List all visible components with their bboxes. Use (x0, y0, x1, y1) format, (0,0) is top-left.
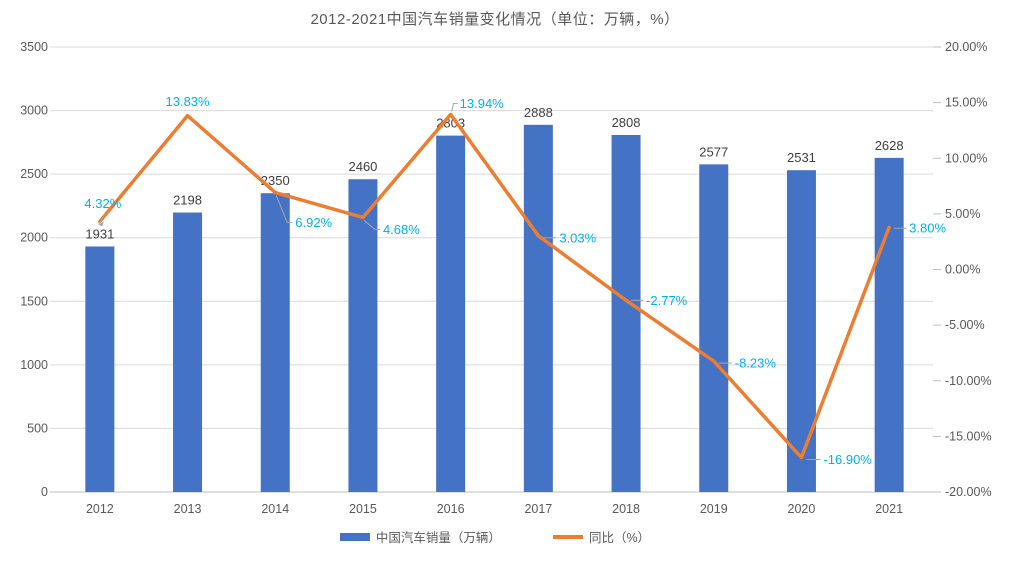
bar-value-label: 2808 (612, 115, 641, 130)
right-axis-tick-label: 0.00% (945, 263, 980, 277)
bar-value-label: 2577 (699, 144, 728, 159)
right-axis-tick-label: -20.00% (945, 485, 992, 499)
left-axis-tick-label: 3500 (20, 40, 48, 54)
left-axis-tick-label: 2000 (20, 231, 48, 245)
percent-label: 3.03% (559, 230, 596, 245)
bar-2021 (874, 157, 904, 492)
leader-line (275, 195, 293, 224)
x-axis-label-2020: 2020 (788, 502, 816, 516)
right-axis-tick-label: 15.00% (945, 96, 987, 110)
right-axis-tick-label: -10.00% (945, 374, 992, 388)
left-axis-tick-label: 1500 (20, 294, 48, 308)
bar-2017 (523, 124, 553, 492)
right-axis-tick-label: -5.00% (945, 318, 985, 332)
percent-label: -2.77% (646, 293, 688, 308)
percent-label: 4.68% (383, 222, 420, 237)
leader-arrowhead-icon (98, 221, 104, 227)
percent-labels: 4.32% 13.83% 6.92% 4.68% 13.94% 3.03% -2.77% -8… (84, 94, 946, 467)
chart-title: 2012-2021中国汽车销量变化情况（单位：万辆，%） (310, 11, 680, 28)
x-axis-label-2013: 2013 (174, 502, 202, 516)
left-axis-tick-label: 2500 (20, 167, 48, 181)
bar-series (85, 124, 904, 493)
right-axis-tick-label: 10.00% (945, 151, 987, 165)
legend-label-sales: 中国汽车销量（万辆） (375, 531, 501, 545)
bar-value-label: 2888 (524, 105, 553, 120)
bar-value-label: 2628 (875, 138, 904, 153)
right-axis-tick-label: 20.00% (945, 40, 987, 54)
bar-2019 (699, 164, 729, 493)
bar-value-label: 2460 (348, 159, 377, 174)
left-axis-tick-label: 1000 (20, 358, 48, 372)
bar-series-swatch-icon (339, 532, 370, 541)
x-axis-label-2019: 2019 (700, 502, 728, 516)
x-axis-labels: 2012 2013 2014 2015 2016 2017 2018 2019 2020 2021 (86, 502, 903, 516)
line-series-swatch-icon (552, 534, 583, 539)
bar-2015 (348, 179, 378, 492)
bar-value-label: 2198 (173, 193, 202, 208)
yoy-line (98, 112, 891, 460)
left-axis-tick-label: 0 (41, 485, 48, 499)
percent-label: 4.32% (84, 196, 121, 211)
bar-value-label: 1931 (85, 226, 114, 241)
percent-label: -16.90% (823, 452, 872, 467)
left-axis-tick-label: 500 (27, 421, 48, 435)
leader-line (363, 220, 380, 230)
x-axis-label-2016: 2016 (437, 502, 465, 516)
percent-label: 13.94% (460, 96, 505, 111)
percent-label: 6.92% (295, 215, 332, 230)
legend-item-yoy: 同比（%） (552, 527, 651, 546)
legend-item-sales: 中国汽车销量（万辆） (339, 527, 501, 546)
right-axis-tick-labels: 20.00% 15.00% 10.00% 5.00% 0.00% -5.00% -10.00… (933, 40, 992, 499)
x-axis-label-2018: 2018 (612, 502, 640, 516)
left-axis-tick-labels: 3500 3000 2500 2000 1500 1000 500 0 (20, 40, 48, 499)
bar-2014 (260, 193, 290, 492)
bar-2013 (173, 212, 203, 493)
percent-label: -8.23% (735, 356, 777, 371)
leader-line (98, 211, 107, 225)
right-axis-tick-label: 5.00% (945, 207, 980, 221)
bar-value-label: 2531 (787, 150, 816, 165)
bar-2020 (786, 170, 816, 493)
left-axis-tick-label: 3000 (20, 104, 48, 118)
x-axis-label-2015: 2015 (349, 502, 377, 516)
bar-2018 (611, 134, 641, 493)
leader-line (451, 102, 458, 112)
percent-label: 13.83% (166, 94, 211, 109)
x-axis-label-2017: 2017 (524, 502, 552, 516)
x-axis-label-2021: 2021 (875, 502, 903, 516)
bar-2012 (85, 246, 115, 492)
bar-2016 (436, 135, 466, 492)
label-leader-lines (98, 102, 907, 461)
legend-label-yoy: 同比（%） (588, 531, 651, 545)
x-axis-label-2014: 2014 (261, 502, 289, 516)
percent-label: 3.80% (909, 221, 946, 236)
right-axis-tick-label: -15.00% (945, 429, 992, 443)
legend: 中国汽车销量（万辆） 同比（%） (0, 527, 990, 546)
x-axis-label-2012: 2012 (86, 502, 114, 516)
